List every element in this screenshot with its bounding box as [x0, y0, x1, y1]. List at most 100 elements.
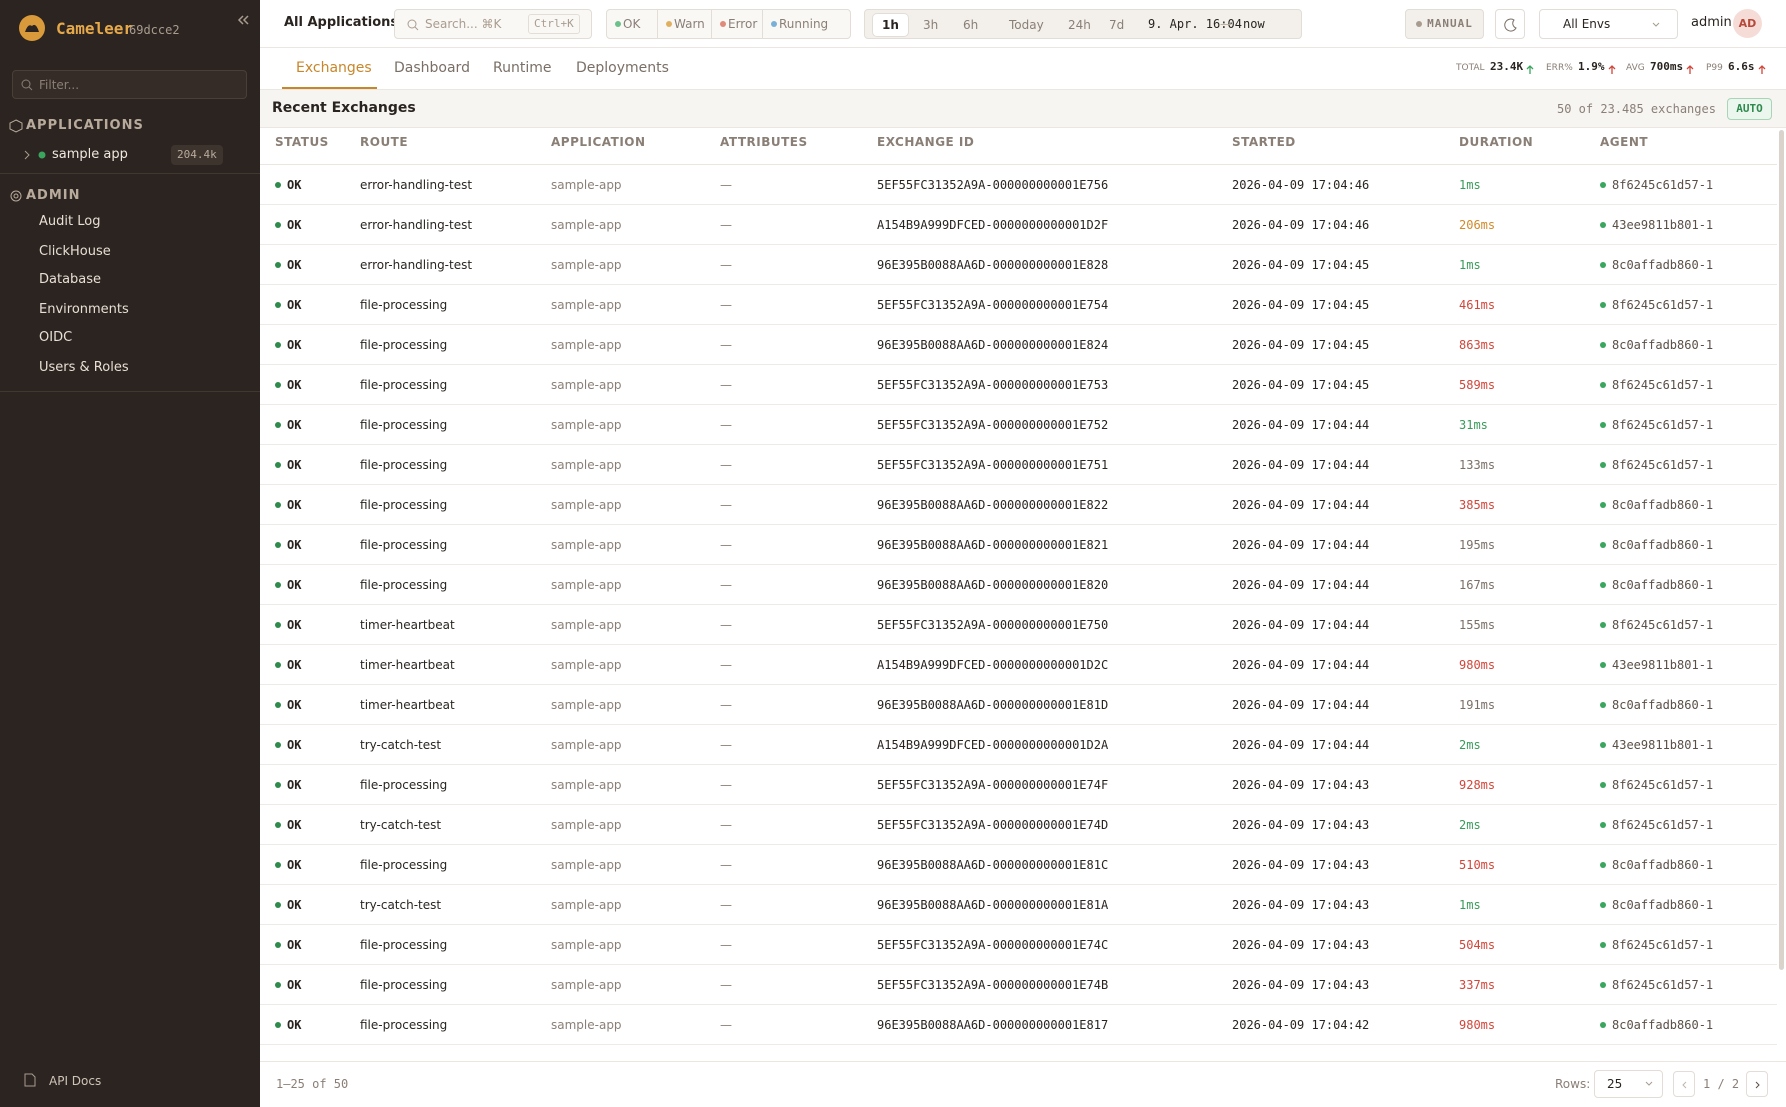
rows-select[interactable]: 25 [1594, 1070, 1663, 1098]
agent: 8c0affadb860-1 [1612, 338, 1714, 352]
duration: 206ms [1459, 218, 1496, 232]
table-row[interactable]: OK error-handling-test sample-app — 96E395B0… [260, 245, 1777, 285]
table-row[interactable]: OK file-processing sample-app — 5EF55FC31352… [260, 405, 1777, 445]
table-row[interactable]: OK file-processing sample-app — 96E395B0088A… [260, 485, 1777, 525]
time-option[interactable]: 7d [1109, 18, 1125, 32]
search-box[interactable]: Search... ⌘K Ctrl+K [394, 9, 592, 39]
table-row[interactable]: OK error-handling-test sample-app — 5EF55FC3… [260, 165, 1777, 205]
prev-page[interactable] [1673, 1071, 1695, 1097]
mode-button[interactable]: MANUAL [1405, 9, 1484, 39]
table-row[interactable]: OK timer-heartbeat sample-app — A154B9A999DF… [260, 645, 1777, 685]
column-header[interactable]: STATUS [275, 135, 329, 149]
table-row[interactable]: OK file-processing sample-app — 5EF55FC31352… [260, 445, 1777, 485]
trend-arrow [1686, 65, 1694, 74]
time-option[interactable]: 3h [923, 18, 939, 32]
user-name[interactable]: admin [1691, 15, 1732, 30]
env-select[interactable]: All Envs [1539, 9, 1678, 39]
nav-item[interactable]: OIDC [39, 330, 73, 345]
table-row[interactable]: OK file-processing sample-app — 5EF55FC31352… [260, 365, 1777, 405]
nav-item[interactable]: Users & Roles [39, 360, 129, 375]
chevron[interactable] [22, 149, 32, 161]
exchange-id: 5EF55FC31352A9A-000000000001E756 [877, 178, 1109, 192]
agent: 8c0affadb860-1 [1612, 498, 1714, 512]
column-header[interactable]: ATTRIBUTES [720, 135, 808, 149]
status-chip[interactable]: Warn [657, 10, 705, 38]
app-name[interactable]: sample app [52, 147, 128, 162]
time-option[interactable]: 1h [873, 14, 908, 36]
status-chip[interactable]: Running [762, 10, 828, 38]
column-header[interactable]: STARTED [1232, 135, 1296, 149]
column-header[interactable]: EXCHANGE ID [877, 135, 975, 149]
arrow [1682, 1081, 1687, 1089]
column-header[interactable]: AGENT [1600, 135, 1649, 149]
nav-item[interactable]: ClickHouse [39, 244, 111, 259]
exchange-id: A154B9A999DFCED-0000000000001D2F [877, 218, 1109, 232]
exchange-id: 5EF55FC31352A9A-000000000001E751 [877, 458, 1109, 472]
table-row[interactable]: OK file-processing sample-app — 5EF55FC31352… [260, 765, 1777, 805]
dot [275, 742, 281, 748]
status: OK [287, 778, 302, 792]
route: error-handling-test [360, 178, 473, 192]
tab[interactable]: Deployments [576, 60, 669, 76]
status: OK [287, 658, 302, 672]
started: 2026-04-09 17:04:46 [1232, 218, 1370, 232]
table-row[interactable]: OK file-processing sample-app — 96E395B0088A… [260, 325, 1777, 365]
table-row[interactable]: OK timer-heartbeat sample-app — 96E395B0088A… [260, 685, 1777, 725]
route: timer-heartbeat [360, 658, 455, 672]
rows-label: Rows: [1555, 1077, 1591, 1091]
theme-button[interactable] [1495, 9, 1525, 39]
attributes: — [720, 1018, 732, 1032]
collapse-button[interactable] [236, 13, 250, 27]
auto-badge[interactable]: AUTO [1727, 98, 1772, 120]
status: OK [287, 698, 302, 712]
scope-label[interactable]: All Applications [284, 15, 399, 30]
range-from[interactable]: 9. Apr. 16:04 [1148, 17, 1242, 31]
time-option[interactable]: Today [1009, 18, 1044, 32]
nav-item[interactable]: Audit Log [39, 214, 101, 229]
table-row[interactable]: OK try-catch-test sample-app — 96E395B0088AA… [260, 885, 1777, 925]
started: 2026-04-09 17:04:44 [1232, 538, 1370, 552]
table-row[interactable]: OK try-catch-test sample-app — A154B9A999DFC… [260, 725, 1777, 765]
range-to[interactable]: now [1243, 17, 1265, 31]
tab[interactable]: Exchanges [296, 60, 372, 76]
column-header[interactable]: ROUTE [360, 135, 409, 149]
tab[interactable]: Runtime [493, 60, 552, 76]
table-row[interactable]: OK file-processing sample-app — 96E395B0088A… [260, 525, 1777, 565]
table-row[interactable]: OK try-catch-test sample-app — 5EF55FC31352A… [260, 805, 1777, 845]
time-option[interactable]: 6h [963, 18, 979, 32]
column-header[interactable]: APPLICATION [551, 135, 646, 149]
attributes: — [720, 658, 732, 672]
search-placeholder: Search... ⌘K [425, 17, 502, 31]
application: sample-app [551, 378, 622, 392]
dot [275, 462, 281, 468]
table-row[interactable]: OK file-processing sample-app — 96E395B0088A… [260, 565, 1777, 605]
exchange-id: 96E395B0088AA6D-000000000001E81D [877, 698, 1109, 712]
apps-icon [9, 119, 23, 133]
status-chip[interactable]: Error [711, 10, 757, 38]
nav-item[interactable]: Database [39, 272, 102, 287]
status: OK [287, 178, 302, 192]
table-row[interactable]: OK file-processing sample-app — 5EF55FC31352… [260, 925, 1777, 965]
avatar[interactable]: AD [1733, 9, 1762, 38]
filter-input[interactable]: Filter... [12, 70, 247, 99]
nav-item[interactable]: Environments [39, 302, 129, 317]
next-page[interactable] [1746, 1071, 1768, 1097]
api-docs-link[interactable]: API Docs [49, 1074, 102, 1088]
duration: 1ms [1459, 178, 1481, 192]
table-row[interactable]: OK timer-heartbeat sample-app — 5EF55FC31352… [260, 605, 1777, 645]
time-option[interactable]: 24h [1068, 18, 1091, 32]
dot [1600, 862, 1606, 868]
route: try-catch-test [360, 898, 442, 912]
table-row[interactable]: OK file-processing sample-app — 5EF55FC31352… [260, 285, 1777, 325]
table-row[interactable]: OK error-handling-test sample-app — A154B9A9… [260, 205, 1777, 245]
table-row[interactable]: OK file-processing sample-app — 5EF55FC31352… [260, 965, 1777, 1005]
route: file-processing [360, 938, 448, 952]
table-body: STATUS ROUTE APPLICATION ATTRIBUTES EXCHANGE… [260, 135, 1777, 1045]
dot [1600, 382, 1606, 388]
route: file-processing [360, 378, 448, 392]
tab[interactable]: Dashboard [394, 60, 470, 76]
kpi-label: P99 [1706, 63, 1723, 73]
table-row[interactable]: OK file-processing sample-app — 96E395B0088A… [260, 845, 1777, 885]
column-header[interactable]: DURATION [1459, 135, 1534, 149]
table-row[interactable]: OK file-processing sample-app — 96E395B0088A… [260, 1005, 1777, 1045]
